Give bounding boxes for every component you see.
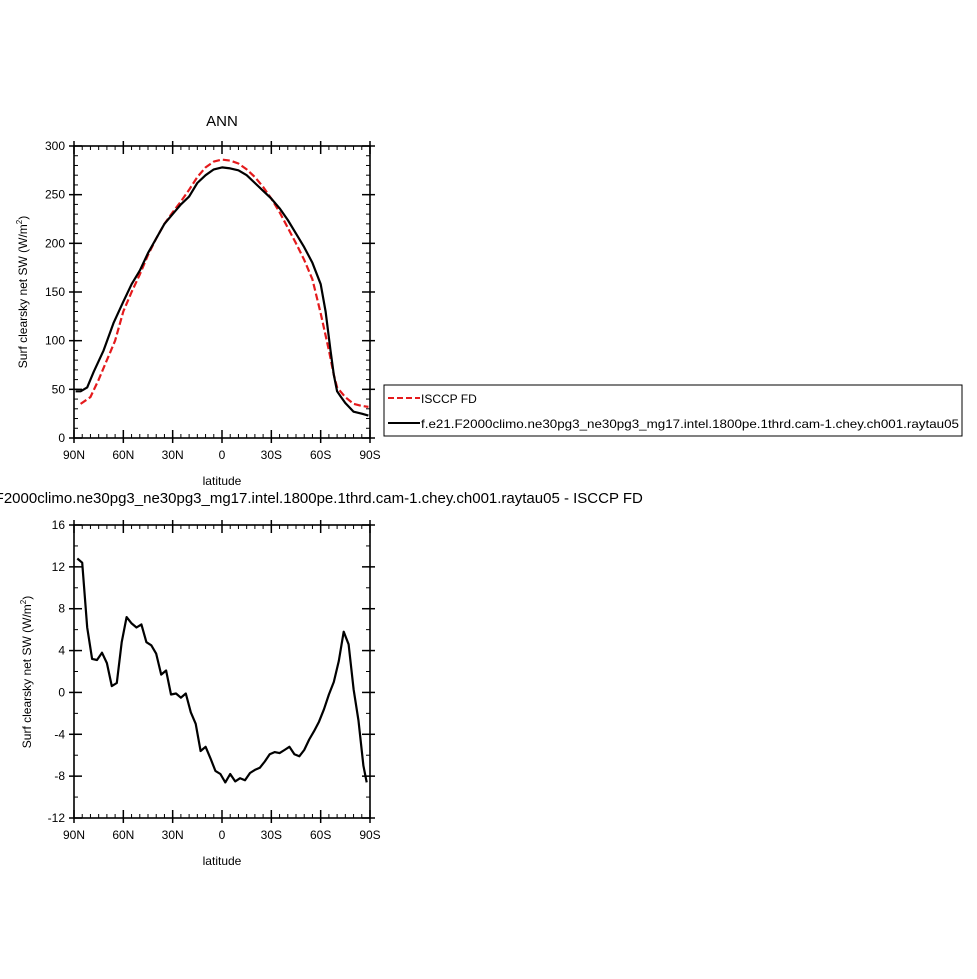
y-tick-label: 150	[45, 285, 65, 299]
chart-title: ANN	[206, 113, 238, 130]
x-tick-label: 60N	[112, 448, 134, 462]
y-tick-label: 16	[52, 518, 66, 532]
annual-clearsky-chart: ANN 0 50 100 150 200 250 300 90N 60N 30N 0 30S 60S 90…	[15, 113, 381, 488]
chart-title: f.e21.F2000climo.ne30pg3_ne30pg3_mg17.in…	[0, 490, 643, 507]
y-tick-label: -8	[54, 769, 65, 783]
x-tick-label: 90N	[63, 448, 85, 462]
series-line-0	[76, 557, 368, 784]
y-axis-label: Surf clearsky net SW (W/m2)	[15, 216, 30, 368]
y-tick-label: 200	[45, 236, 65, 250]
x-tick-label: 30N	[162, 448, 184, 462]
x-tick-label: 60S	[310, 828, 331, 842]
x-tick-label: 90N	[63, 828, 85, 842]
x-tick-label: 0	[219, 448, 226, 462]
series-line-1	[75, 166, 369, 417]
y-tick-label: -12	[48, 811, 66, 825]
x-tick-label: 90S	[359, 448, 380, 462]
y-axis-label: Surf clearsky net SW (W/m2)	[19, 596, 34, 748]
x-tick-label: 30S	[261, 448, 282, 462]
x-tick-label: 90S	[359, 828, 380, 842]
legend: ISCCP FD f.e21.F2000climo.ne30pg3_ne30pg…	[383, 384, 963, 437]
legend-box	[383, 384, 963, 437]
y-tick-label: 300	[45, 139, 65, 153]
x-tick-label: 0	[219, 828, 226, 842]
y-tick-label: 50	[52, 382, 66, 396]
x-tick-label: 30S	[261, 828, 282, 842]
series-line-0	[79, 158, 369, 408]
x-tick-label: 60S	[310, 448, 331, 462]
plot-area: 0 50 100 150 200 250 300 90N 60N 30N 0 30S 60S 90S	[45, 139, 381, 462]
y-tick-label: 4	[58, 644, 65, 658]
difference-chart: f.e21.F2000climo.ne30pg3_ne30pg3_mg17.in…	[0, 490, 643, 868]
legend-label-model: f.e21.F2000climo.ne30pg3_ne30pg3_mg17.in…	[421, 417, 959, 431]
y-tick-label: 250	[45, 188, 65, 202]
x-axis-label: latitude	[203, 474, 242, 488]
plot-frame	[73, 145, 371, 439]
x-tick-label: 60N	[112, 828, 134, 842]
plot-area: -12 -8 -4 0 4 8 12 16 90N 60N 30N 0 30S 60S 90S	[48, 518, 381, 842]
y-tick-label: 0	[58, 685, 65, 699]
y-tick-label: 8	[58, 602, 65, 616]
legend-label-isccp: ISCCP FD	[421, 392, 477, 406]
x-axis-label: latitude	[203, 854, 242, 868]
y-tick-label: -4	[54, 727, 65, 741]
y-tick-label: 0	[58, 431, 65, 445]
y-tick-label: 12	[52, 560, 66, 574]
x-tick-label: 30N	[162, 828, 184, 842]
y-tick-label: 100	[45, 334, 65, 348]
